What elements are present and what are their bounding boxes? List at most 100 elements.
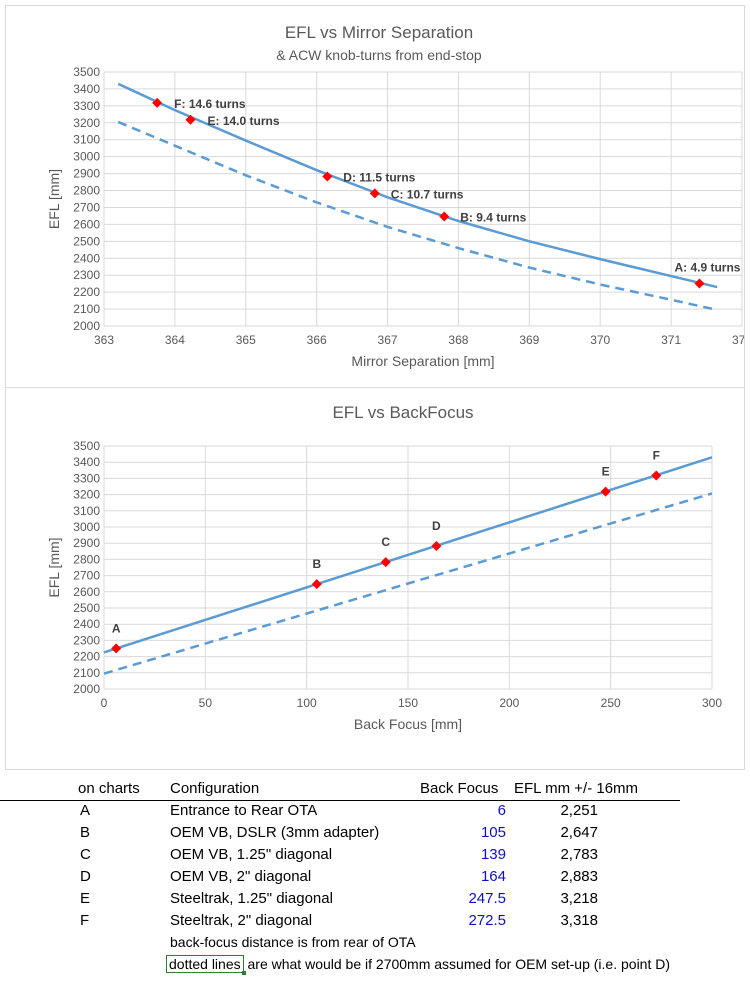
x-tick-label: 364 [165,333,185,347]
chart-title: EFL vs BackFocus [332,403,473,422]
header-configuration: Configuration [170,780,260,797]
table-row: E Steeltrak, 1.25" diagonal 247.5 3,218 [0,888,700,910]
note-dotted-lines: dotted lines are what would be if 2700mm… [166,955,671,973]
x-axis-label: Back Focus [mm] [354,716,462,732]
chart-title: EFL vs Mirror Separation [285,23,473,42]
table-row: B OEM VB, DSLR (3mm adapter) 105 2,647 [0,822,700,844]
row-efl: 3,218 [560,890,598,907]
series-line-dashed [117,120,718,312]
x-tick-label: 371 [661,333,681,347]
x-tick-label: 363 [94,333,114,347]
x-tick-label: 369 [519,333,539,347]
y-tick-label: 2800 [73,552,100,566]
x-tick-label: 372 [732,333,744,347]
x-tick-label: 368 [448,333,468,347]
data-point-marker [369,188,380,199]
chart-backfocus: EFL vs BackFocus 2000 2100 2200 2300 2400 2500… [5,387,745,770]
x-tick-label: 0 [101,696,108,710]
y-tick-label: 2500 [73,234,100,248]
data-point-label: C [381,535,390,549]
y-tick-label: 3300 [73,99,100,113]
x-tick-label: 370 [590,333,610,347]
y-tick-label: 3000 [73,150,100,164]
table-row: D OEM VB, 2" diagonal 164 2,883 [0,866,700,888]
y-tick-label: 2700 [73,569,100,583]
x-tick-label: 100 [297,696,317,710]
y-tick-label: 3300 [73,471,100,485]
y-tick-label: 2500 [73,601,100,615]
y-tick-label: 2800 [73,184,100,198]
data-point-label: E [602,465,610,479]
x-tick-label: 50 [199,696,213,710]
row-back-focus: 272.5 [468,912,506,929]
data-point-label: B: 9.4 turns [460,210,526,224]
row-code: F [80,912,90,929]
row-efl: 3,318 [560,912,598,929]
note-backfocus: back-focus distance is from rear of OTA [170,934,416,950]
y-tick-label: 2900 [73,167,100,181]
row-code: C [80,846,91,863]
row-efl: 2,783 [560,846,598,863]
table-row: F Steeltrak, 2" diagonal 272.5 3,318 [0,910,700,932]
row-configuration: OEM VB, 1.25" diagonal [170,846,333,863]
row-efl: 2,883 [560,868,598,885]
y-tick-label: 3100 [73,133,100,147]
data-point-label: D [432,519,441,533]
row-back-focus: 164 [480,868,506,885]
data-point-marker [600,486,611,497]
header-back-focus: Back Focus [420,780,499,797]
row-back-focus: 6 [497,802,506,819]
row-code: A [80,802,91,819]
y-tick-label: 3500 [73,439,100,453]
y-tick-label: 2300 [73,633,100,647]
row-back-focus: 139 [480,846,506,863]
x-tick-label: 250 [601,696,621,710]
x-axis-label: Mirror Separation [mm] [351,353,494,369]
data-point-label: E: 14.0 turns [207,114,279,128]
series-line-dashed [103,492,713,675]
x-tick-label: 300 [702,696,722,710]
y-tick-label: 3200 [73,116,100,130]
data-point-marker [311,579,322,590]
chart1-svg: EFL vs Mirror Separation & ACW knob-turns… [46,23,744,369]
row-configuration: Steeltrak, 1.25" diagonal [170,890,333,907]
note-dotted-lines-text: are what would be if 2700mm assumed for … [243,956,671,972]
row-configuration: Steeltrak, 2" diagonal [170,912,313,929]
series-line-solid [117,82,718,289]
data-point-label: D: 11.5 turns [343,170,415,184]
data-point-label: A [112,621,121,635]
row-efl: 2,647 [560,824,598,841]
header-efl: EFL mm +/- 16mm [514,780,639,797]
y-axis-label: EFL [mm] [46,169,62,229]
y-tick-label: 3000 [73,520,100,534]
y-tick-label: 3200 [73,488,100,502]
y-tick-label: 3100 [73,504,100,518]
y-tick-label: 2100 [73,302,100,316]
y-tick-label: 2900 [73,536,100,550]
data-point-marker [322,171,333,182]
y-tick-label: 2200 [73,285,100,299]
data-point-marker [380,557,391,568]
y-tick-label: 2600 [73,585,100,599]
row-back-focus: 247.5 [468,890,506,907]
y-tick-label: 2000 [73,319,100,333]
x-tick-label: 150 [398,696,418,710]
data-point-marker [111,643,122,654]
data-point-marker [694,278,705,289]
selected-cell[interactable]: dotted lines [166,955,244,973]
data-point-label: C: 10.7 turns [391,187,464,201]
chart2-svg: EFL vs BackFocus200021002200230024002500… [46,403,722,732]
configuration-table: on charts Configuration Back Focus EFL m… [0,778,750,997]
data-point-label: A: 4.9 turns [674,260,740,274]
y-tick-label: 2100 [73,666,100,680]
x-tick-label: 200 [499,696,519,710]
row-efl: 2,251 [560,802,598,819]
y-tick-label: 2400 [73,251,100,265]
chart-subtitle: & ACW knob-turns from end-stop [276,47,482,63]
data-point-marker [185,114,196,125]
data-point-label: F: 14.6 turns [174,97,246,111]
y-tick-label: 2400 [73,617,100,631]
table-header: on charts Configuration Back Focus EFL m… [0,778,680,801]
y-tick-label: 2600 [73,217,100,231]
x-tick-label: 367 [378,333,398,347]
